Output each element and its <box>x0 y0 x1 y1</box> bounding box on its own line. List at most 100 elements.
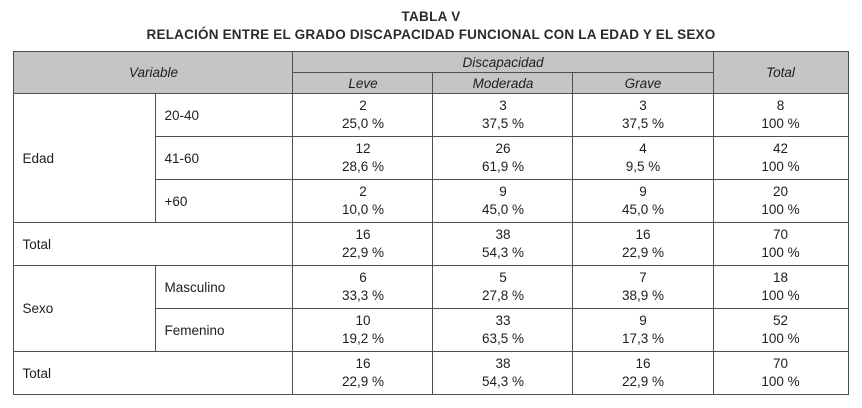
cell-count: 16 <box>635 227 651 242</box>
cell-total: 42 100 % <box>712 136 849 180</box>
cell-percent: 100 % <box>761 159 800 174</box>
cell-count: 38 <box>495 227 511 242</box>
table-row-total: Total 16 22,9 % 38 54,3 % 16 22,9 % 70 1… <box>13 222 849 266</box>
row-group-sexo: Sexo <box>13 265 157 352</box>
cell-percent: 38,9 % <box>621 288 664 303</box>
cell-grave: 16 22,9 % <box>572 222 714 266</box>
cell-count: 33 <box>495 313 511 328</box>
cell-count: 38 <box>495 356 511 371</box>
cell-percent: 22,9 % <box>341 245 384 260</box>
row-category: 20-40 <box>155 93 294 137</box>
cell-percent: 61,9 % <box>481 159 524 174</box>
cell-count: 2 <box>359 98 367 113</box>
cell-total: 70 100 % <box>712 351 849 395</box>
cell-total: 52 100 % <box>712 308 849 352</box>
row-category: Femenino <box>155 308 294 352</box>
cell-count: 4 <box>639 141 647 156</box>
cell-percent: 54,3 % <box>481 245 524 260</box>
cell-grave: 4 9,5 % <box>572 136 714 180</box>
table-row: Sexo Masculino 6 33,3 % 5 27,8 % 7 38,9 … <box>13 265 849 352</box>
cell-count: 3 <box>639 98 647 113</box>
cell-percent: 100 % <box>761 202 800 217</box>
cell-count: 16 <box>355 227 371 242</box>
cell-count: 9 <box>639 184 647 199</box>
cell-count: 10 <box>355 313 371 328</box>
cell-count: 9 <box>639 313 647 328</box>
cell-percent: 10,0 % <box>341 202 384 217</box>
cell-percent: 27,8 % <box>481 288 524 303</box>
header-variable: Variable <box>13 51 294 94</box>
cell-count: 52 <box>772 313 789 328</box>
cell-count: 70 <box>772 227 789 242</box>
cell-count: 5 <box>499 270 507 285</box>
cell-percent: 45,0 % <box>621 202 664 217</box>
cell-percent: 37,5 % <box>481 116 524 131</box>
table-row: Femenino 10 19,2 % 33 63,5 % 9 17,3 % 52… <box>14 308 849 352</box>
cell-leve: 16 22,9 % <box>292 222 434 266</box>
cell-count: 42 <box>772 141 789 156</box>
cell-count: 2 <box>359 184 367 199</box>
header-row-2: Leve Moderada Grave <box>14 72 848 94</box>
header-moderada: Moderada <box>432 72 574 94</box>
cell-percent: 100 % <box>761 288 800 303</box>
row-category: +60 <box>155 179 294 223</box>
cell-moderada: 5 27,8 % <box>432 265 574 309</box>
header-total: Total <box>712 51 849 94</box>
cell-leve: 16 22,9 % <box>292 351 434 395</box>
cell-percent: 100 % <box>761 374 800 389</box>
cell-total: 20 100 % <box>712 179 849 223</box>
header-leve: Leve <box>292 72 434 94</box>
cell-percent: 25,0 % <box>341 116 384 131</box>
table-number: TABLA V <box>401 9 461 24</box>
cell-count: 7 <box>639 270 647 285</box>
cell-leve: 10 19,2 % <box>292 308 434 352</box>
cell-percent: 22,9 % <box>341 374 384 389</box>
cell-percent: 19,2 % <box>341 331 384 346</box>
row-total-label: Total <box>13 222 294 266</box>
cell-count: 6 <box>359 270 367 285</box>
row-category: Masculino <box>155 265 294 309</box>
data-table: Variable Discapacidad Total Leve Moderad… <box>13 51 849 395</box>
cell-count: 26 <box>495 141 511 156</box>
cell-moderada: 38 54,3 % <box>432 222 574 266</box>
cell-percent: 100 % <box>761 245 800 260</box>
cell-count: 8 <box>776 98 785 113</box>
cell-percent: 100 % <box>761 331 800 346</box>
cell-moderada: 38 54,3 % <box>432 351 574 395</box>
cell-count: 16 <box>355 356 371 371</box>
header-discapacidad: Discapacidad <box>292 51 714 73</box>
cell-count: 20 <box>772 184 789 199</box>
cell-percent: 9,5 % <box>625 159 661 174</box>
cell-count: 12 <box>355 141 371 156</box>
table-row: 41-60 12 28,6 % 26 61,9 % 4 9,5 % 42 100… <box>14 136 849 180</box>
table-row: Edad 20-40 2 25,0 % 3 37,5 % 3 37,5 % 8 … <box>13 93 849 223</box>
table-row-total: Total 16 22,9 % 38 54,3 % 16 22,9 % 70 1… <box>13 351 849 395</box>
cell-percent: 33,3 % <box>341 288 384 303</box>
row-category: 41-60 <box>155 136 294 180</box>
cell-grave: 7 38,9 % <box>572 265 714 309</box>
cell-leve: 2 25,0 % <box>292 93 434 137</box>
cell-total: 70 100 % <box>712 222 849 266</box>
cell-grave: 3 37,5 % <box>572 93 714 137</box>
cell-moderada: 26 61,9 % <box>432 136 574 180</box>
cell-count: 70 <box>772 356 789 371</box>
cell-leve: 2 10,0 % <box>292 179 434 223</box>
cell-count: 3 <box>499 98 507 113</box>
row-total-label: Total <box>13 351 294 395</box>
cell-percent: 28,6 % <box>341 159 384 174</box>
cell-count: 9 <box>499 184 507 199</box>
cell-grave: 9 17,3 % <box>572 308 714 352</box>
header-grave: Grave <box>572 72 714 94</box>
cell-grave: 9 45,0 % <box>572 179 714 223</box>
cell-percent: 17,3 % <box>621 331 664 346</box>
cell-percent: 100 % <box>761 116 800 131</box>
cell-moderada: 3 37,5 % <box>432 93 574 137</box>
cell-percent: 54,3 % <box>481 374 524 389</box>
cell-count: 18 <box>772 270 789 285</box>
cell-grave: 16 22,9 % <box>572 351 714 395</box>
cell-total: 18 100 % <box>712 265 849 309</box>
row-group-edad: Edad <box>13 93 157 223</box>
cell-percent: 22,9 % <box>621 245 664 260</box>
cell-leve: 6 33,3 % <box>292 265 434 309</box>
